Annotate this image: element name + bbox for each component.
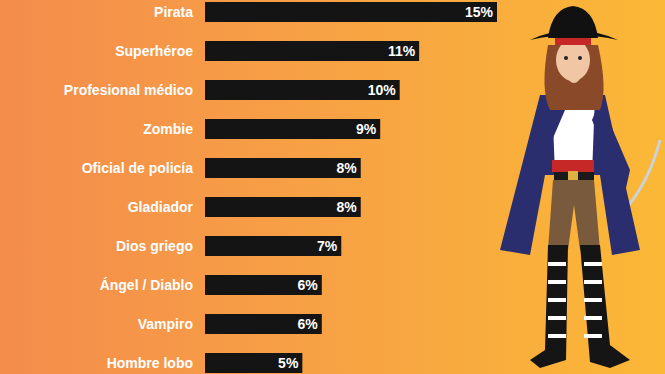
bar xyxy=(205,314,322,334)
data-label: 8% xyxy=(336,160,357,176)
boot-stripe xyxy=(548,262,566,266)
category-label: Dios griego xyxy=(116,238,193,254)
bar xyxy=(205,80,400,100)
boot-stripe xyxy=(548,298,566,302)
data-label: 9% xyxy=(356,121,377,137)
category-label: Oficial de policía xyxy=(82,160,193,176)
sword xyxy=(625,140,660,210)
pirate-illustration xyxy=(500,6,660,368)
bar xyxy=(205,197,361,217)
category-label: Ángel / Diablo xyxy=(100,277,193,293)
bar xyxy=(205,2,497,22)
hand xyxy=(568,69,580,83)
category-label: Hombre lobo xyxy=(107,355,193,371)
eye xyxy=(564,56,568,60)
boot-stripe xyxy=(548,316,566,320)
data-label: 5% xyxy=(278,355,299,371)
hat-crown xyxy=(548,6,598,38)
data-label: 7% xyxy=(317,238,338,254)
pants xyxy=(548,180,600,250)
boot-stripe xyxy=(584,280,602,284)
data-label: 6% xyxy=(298,277,319,293)
data-label: 6% xyxy=(298,316,319,332)
chart: Pirata 15% Superhéroe 11% Profesional médico… xyxy=(0,0,665,374)
data-label: 10% xyxy=(368,82,397,98)
data-label: 15% xyxy=(465,4,494,20)
bar xyxy=(205,119,380,139)
data-label: 8% xyxy=(336,199,357,215)
boot-right xyxy=(580,245,630,368)
category-label: Superhéroe xyxy=(115,43,193,59)
bar xyxy=(205,158,361,178)
boot-left xyxy=(530,245,568,368)
category-label: Gladiador xyxy=(128,199,194,215)
category-label: Pirata xyxy=(154,4,193,20)
boot-stripe xyxy=(548,334,566,338)
category-label: Profesional médico xyxy=(64,82,193,98)
belt xyxy=(554,172,594,180)
bar xyxy=(205,275,322,295)
bar xyxy=(205,236,341,256)
boot-stripe xyxy=(584,334,602,338)
boot-stripe xyxy=(584,298,602,302)
bars xyxy=(205,2,497,373)
labels: Pirata 15% Superhéroe 11% Profesional médico… xyxy=(64,4,494,371)
arm-right xyxy=(592,100,630,215)
buckle xyxy=(568,171,578,181)
bar xyxy=(205,353,302,373)
category-label: Vampiro xyxy=(138,316,193,332)
boot-stripe xyxy=(548,280,566,284)
bandana xyxy=(555,38,591,45)
coat xyxy=(500,95,640,255)
category-label: Zombie xyxy=(143,121,193,137)
bar xyxy=(205,41,419,61)
boot-stripe xyxy=(584,262,602,266)
sash xyxy=(552,160,594,172)
data-label: 11% xyxy=(388,43,416,59)
eye xyxy=(578,56,582,60)
boot-stripe xyxy=(584,316,602,320)
